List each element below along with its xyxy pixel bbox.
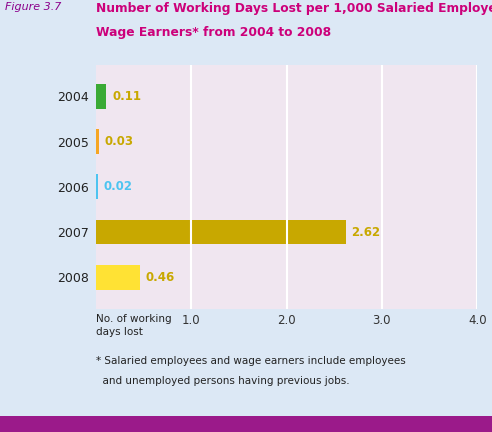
Text: 0.02: 0.02 [104,180,132,194]
Text: 0.03: 0.03 [104,135,133,148]
Text: Figure 3.7: Figure 3.7 [5,2,62,12]
Text: 0.46: 0.46 [146,271,175,284]
Text: and unemployed persons having previous jobs.: and unemployed persons having previous j… [96,376,349,386]
Text: No. of working
days lost: No. of working days lost [96,314,172,337]
Bar [96,129,99,154]
Text: Wage Earners* from 2004 to 2008: Wage Earners* from 2004 to 2008 [96,26,331,39]
Bar [96,265,140,290]
Text: 2.62: 2.62 [351,226,380,238]
Bar [96,219,346,245]
Text: Number of Working Days Lost per 1,000 Salaried Employees and: Number of Working Days Lost per 1,000 Sa… [96,2,492,15]
Text: 0.11: 0.11 [112,90,141,103]
Bar [96,84,106,109]
Bar [96,175,98,199]
Text: * Salaried employees and wage earners include employees: * Salaried employees and wage earners in… [96,356,406,366]
